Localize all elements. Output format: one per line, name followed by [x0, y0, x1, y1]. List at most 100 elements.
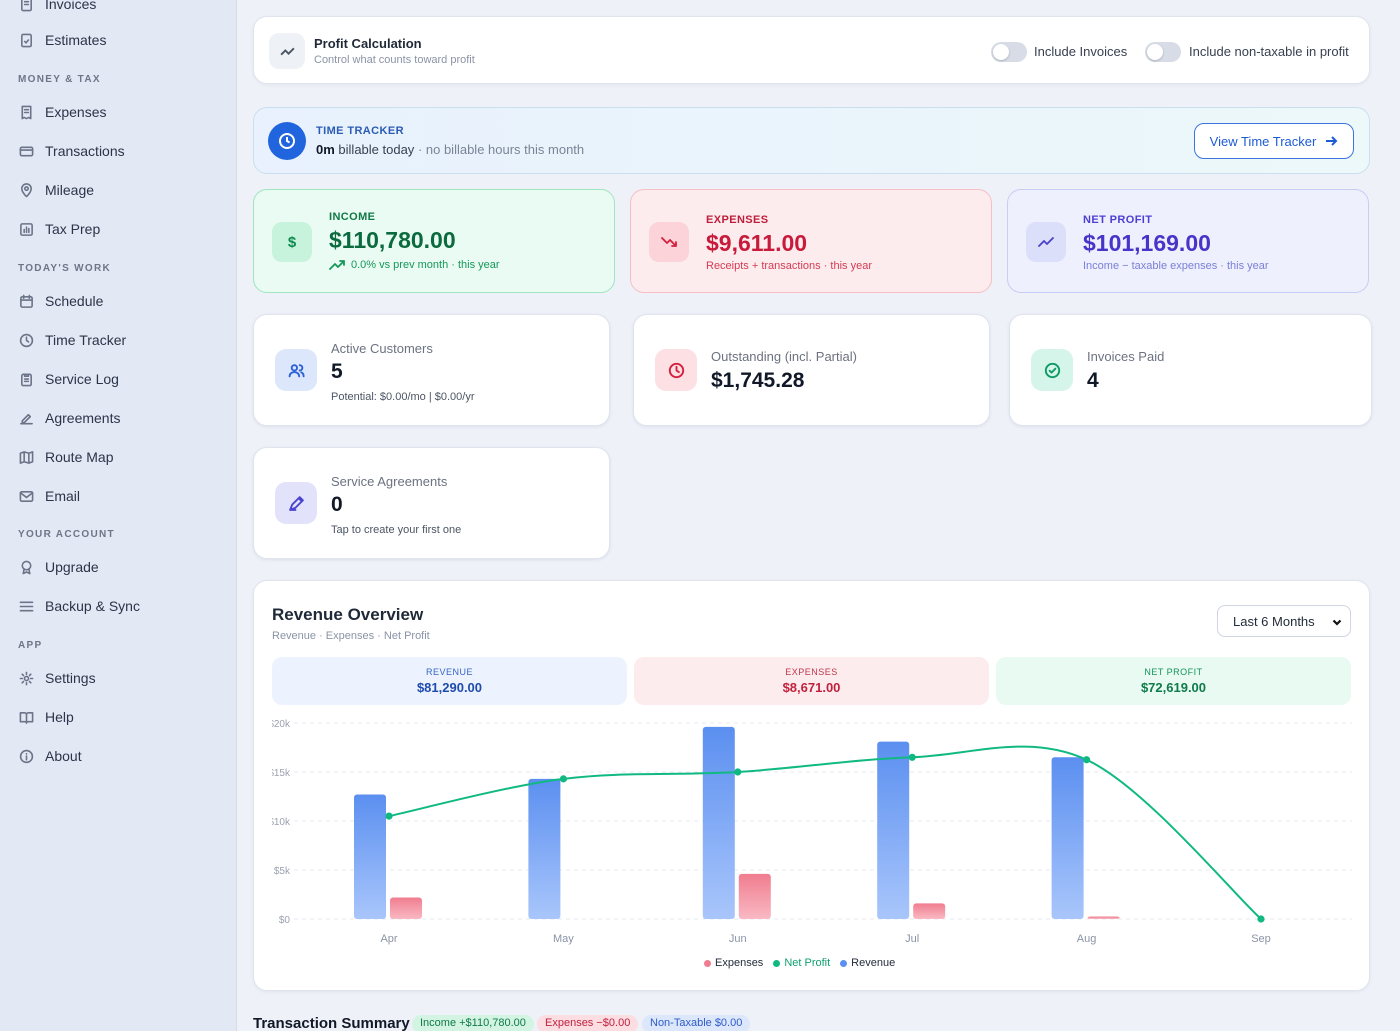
sidebar-item-schedule[interactable]: Schedule: [0, 283, 237, 319]
x-tick-label: Jun: [729, 933, 747, 945]
check-circle-icon: [1031, 349, 1073, 391]
revenue-overview-subtitle: Revenue · Expenses · Net Profit: [272, 630, 430, 642]
time-range-value: Last 6 Months: [1233, 613, 1315, 629]
sidebar-item-label: Settings: [45, 670, 96, 686]
users-icon: [275, 349, 317, 391]
expenses-sub: Receipts + transactions · this year: [706, 260, 872, 272]
include-invoices-toggle[interactable]: [991, 42, 1027, 62]
sidebar-item-expenses[interactable]: Expenses: [0, 94, 237, 130]
sidebar-item-agreements[interactable]: Agreements: [0, 400, 237, 436]
dollar-icon: $: [272, 222, 312, 262]
summary-expenses-value: $8,671.00: [782, 680, 841, 695]
time-tracker-label: TIME TRACKER: [316, 125, 404, 137]
sidebar-item-label: Expenses: [45, 104, 107, 120]
service-agreements-label: Service Agreements: [331, 474, 448, 489]
income-chip: Income +$110,780.00: [412, 1015, 534, 1031]
sidebar-item-label: Email: [45, 488, 81, 504]
section-label-todays-work: TODAY'S WORK: [18, 263, 111, 274]
sidebar-item-service-log[interactable]: Service Log: [0, 361, 237, 397]
sidebar-item-label: Agreements: [45, 410, 121, 426]
expenses-bar: [913, 903, 946, 919]
map-icon: [18, 449, 34, 465]
arrow-right-icon: [1326, 136, 1338, 146]
expenses-card[interactable]: EXPENSES $9,611.00 Receipts + transactio…: [630, 189, 992, 293]
expenses-bar: [390, 897, 422, 919]
outstanding-label: Outstanding (incl. Partial): [711, 349, 857, 364]
x-tick-label: Jul: [905, 933, 919, 945]
sidebar-item-invoices[interactable]: Invoices: [0, 0, 237, 22]
sidebar-item-about[interactable]: About: [0, 738, 237, 774]
sidebar-item-help[interactable]: Help: [0, 699, 237, 735]
expenses-label: EXPENSES: [706, 214, 769, 226]
revenue-chart: $0 $5k $10k $15k $20k Apr May Jun Jul Aug Sep: [272, 719, 1352, 945]
sidebar-item-route-map[interactable]: Route Map: [0, 439, 237, 475]
bar-chart-icon: [18, 221, 34, 237]
legend-net-profit[interactable]: Net Profit: [773, 957, 830, 969]
summary-expenses: EXPENSES $8,671.00: [634, 657, 989, 705]
legend-expenses[interactable]: Expenses: [704, 957, 763, 969]
sidebar-item-tax-prep[interactable]: Tax Prep: [0, 211, 237, 247]
chevron-down-icon: [1332, 619, 1342, 626]
summary-revenue-label: REVENUE: [425, 667, 473, 677]
time-tracker-status: 0m billable today · no billable hours th…: [316, 142, 584, 157]
sidebar-item-estimates[interactable]: Estimates: [0, 22, 237, 58]
billable-hours-value: 0m: [316, 142, 335, 157]
include-nontaxable-label: Include non-taxable in profit: [1189, 44, 1349, 59]
sidebar-item-label: Mileage: [45, 182, 95, 198]
clipboard-icon: [18, 371, 34, 387]
trend-up-icon: [329, 260, 345, 270]
signature-icon: [275, 482, 317, 524]
active-customers-card[interactable]: Active Customers 5 Potential: $0.00/mo |…: [253, 314, 610, 426]
expenses-chip: Expenses −$0.00: [537, 1015, 639, 1031]
time-range-select[interactable]: Last 6 Months: [1217, 605, 1351, 637]
legend-revenue[interactable]: Revenue: [840, 957, 895, 969]
income-value: $110,780.00: [329, 227, 456, 253]
expenses-bar: [738, 873, 771, 919]
trend-line-icon: [1026, 222, 1066, 262]
expenses-value: $9,611.00: [706, 230, 808, 256]
mail-icon: [18, 488, 34, 504]
clock-icon: [655, 349, 697, 391]
sidebar-item-upgrade[interactable]: Upgrade: [0, 549, 237, 585]
net-profit-card[interactable]: NET PROFIT $101,169.00 Income − taxable …: [1007, 189, 1369, 293]
service-agreements-card[interactable]: Service Agreements 0 Tap to create your …: [253, 447, 610, 559]
gear-icon: [18, 670, 34, 686]
profit-calc-subtitle: Control what counts toward profit: [314, 54, 475, 66]
include-nontaxable-toggle[interactable]: [1145, 42, 1181, 62]
summary-net-profit: NET PROFIT $72,619.00: [996, 657, 1351, 705]
outstanding-card[interactable]: Outstanding (incl. Partial) $1,745.28: [633, 314, 990, 426]
net-profit-point: [1257, 915, 1265, 923]
summary-revenue-value: $81,290.00: [416, 680, 483, 695]
chart-legend: Expenses Net Profit Revenue: [704, 957, 895, 969]
section-label-app: APP: [18, 640, 43, 651]
map-pin-icon: [18, 182, 34, 198]
net-profit-line: [388, 745, 1262, 920]
active-customers-label: Active Customers: [331, 341, 433, 356]
sidebar-item-time-tracker[interactable]: Time Tracker: [0, 322, 237, 358]
sidebar-item-label: Time Tracker: [45, 332, 127, 348]
x-tick-label: Apr: [380, 933, 397, 945]
net-profit-label: NET PROFIT: [1083, 214, 1153, 226]
net-profit-sub: Income − taxable expenses · this year: [1083, 260, 1269, 272]
sidebar-item-label: Upgrade: [45, 559, 99, 575]
include-invoices-label: Include Invoices: [1034, 44, 1128, 59]
income-card[interactable]: $ INCOME $110,780.00 0.0% vs prev month …: [253, 189, 615, 293]
book-icon: [18, 709, 34, 725]
income-trend-text: 0.0% vs prev month · this year: [351, 259, 500, 271]
net-profit-point: [734, 768, 742, 776]
invoices-paid-card[interactable]: Invoices Paid 4: [1009, 314, 1372, 426]
signature-icon: [18, 410, 34, 426]
view-time-tracker-button[interactable]: View Time Tracker: [1194, 123, 1354, 159]
section-label-money-tax: MONEY & TAX: [18, 74, 101, 85]
info-icon: [18, 748, 34, 764]
x-tick-label: May: [553, 933, 574, 945]
revenue-overview-title: Revenue Overview: [272, 605, 424, 624]
sidebar-item-transactions[interactable]: Transactions: [0, 133, 237, 169]
sidebar-item-mileage[interactable]: Mileage: [0, 172, 237, 208]
sidebar-item-settings[interactable]: Settings: [0, 660, 237, 696]
summary-net-profit-label: NET PROFIT: [1144, 667, 1203, 677]
database-icon: [18, 598, 34, 614]
sidebar-item-email[interactable]: Email: [0, 478, 237, 514]
transaction-summary-title: Transaction Summary: [253, 1015, 410, 1031]
sidebar-item-backup-sync[interactable]: Backup & Sync: [0, 588, 237, 624]
